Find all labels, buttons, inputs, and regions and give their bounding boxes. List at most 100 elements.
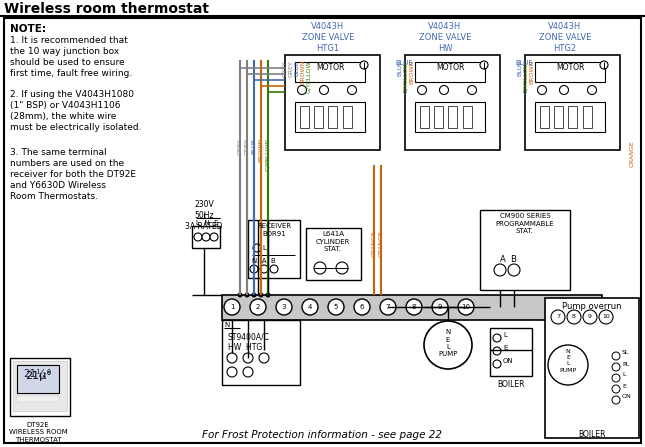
Bar bbox=[415, 62, 485, 82]
Text: 4: 4 bbox=[308, 304, 312, 310]
Text: BLUE: BLUE bbox=[517, 60, 522, 76]
Circle shape bbox=[336, 262, 348, 274]
Text: MOTOR: MOTOR bbox=[556, 63, 584, 72]
Circle shape bbox=[612, 385, 620, 393]
Text: G/YELLOW: G/YELLOW bbox=[266, 138, 270, 171]
Circle shape bbox=[599, 310, 613, 324]
Circle shape bbox=[439, 85, 448, 94]
Text: L: L bbox=[622, 372, 626, 378]
Text: BLUE: BLUE bbox=[515, 60, 533, 66]
Text: 230V
50Hz
3A RATED: 230V 50Hz 3A RATED bbox=[185, 200, 223, 231]
Bar bbox=[434, 106, 443, 128]
Text: CM900 SERIES
PROGRAMMABLE
STAT.: CM900 SERIES PROGRAMMABLE STAT. bbox=[496, 213, 554, 234]
Text: GREY: GREY bbox=[244, 138, 250, 155]
Bar bbox=[535, 102, 605, 132]
Bar bbox=[583, 106, 592, 128]
Bar bbox=[540, 106, 549, 128]
Text: 2: 2 bbox=[256, 304, 260, 310]
Bar bbox=[568, 106, 577, 128]
Circle shape bbox=[567, 310, 581, 324]
Bar bbox=[463, 106, 472, 128]
Bar bbox=[13, 361, 67, 411]
Text: 3: 3 bbox=[282, 304, 286, 310]
Circle shape bbox=[314, 262, 326, 274]
Circle shape bbox=[508, 264, 520, 276]
Circle shape bbox=[354, 299, 370, 315]
Bar bbox=[300, 106, 309, 128]
Text: 8: 8 bbox=[412, 304, 416, 310]
Circle shape bbox=[360, 61, 368, 69]
Circle shape bbox=[588, 85, 597, 94]
Circle shape bbox=[468, 85, 477, 94]
Text: N: N bbox=[224, 322, 229, 328]
Circle shape bbox=[348, 85, 357, 94]
Circle shape bbox=[252, 292, 257, 298]
Circle shape bbox=[432, 299, 448, 315]
Circle shape bbox=[319, 85, 328, 94]
Circle shape bbox=[259, 353, 269, 363]
Circle shape bbox=[612, 396, 620, 404]
Circle shape bbox=[244, 292, 250, 298]
Text: BROWN: BROWN bbox=[259, 138, 264, 162]
Text: 2. If using the V4043H1080
(1" BSP) or V4043H1106
(28mm), the white wire
must be: 2. If using the V4043H1080 (1" BSP) or V… bbox=[10, 90, 141, 132]
Circle shape bbox=[297, 85, 306, 94]
Circle shape bbox=[227, 367, 237, 377]
Text: PL: PL bbox=[622, 362, 629, 367]
Text: ORANGE: ORANGE bbox=[379, 230, 384, 257]
Circle shape bbox=[424, 321, 472, 369]
Text: 7: 7 bbox=[386, 304, 390, 310]
Text: E: E bbox=[503, 345, 508, 351]
Bar bbox=[192, 226, 220, 248]
Text: NOTE:: NOTE: bbox=[10, 24, 46, 34]
Text: L  N  E: L N E bbox=[196, 220, 219, 226]
Circle shape bbox=[250, 299, 266, 315]
Bar bbox=[295, 62, 365, 82]
Circle shape bbox=[537, 85, 546, 94]
Text: ON: ON bbox=[503, 358, 513, 364]
Bar bbox=[554, 106, 563, 128]
Bar bbox=[448, 106, 457, 128]
Bar bbox=[420, 106, 429, 128]
Text: 9: 9 bbox=[588, 315, 592, 320]
Text: ST9400A/C: ST9400A/C bbox=[228, 332, 270, 341]
Circle shape bbox=[276, 299, 292, 315]
Bar bbox=[545, 298, 639, 438]
Bar bbox=[480, 210, 570, 290]
Text: BROWN: BROWN bbox=[301, 60, 306, 84]
Circle shape bbox=[194, 233, 202, 241]
Circle shape bbox=[302, 299, 318, 315]
Text: BLUE: BLUE bbox=[397, 60, 402, 76]
Text: BLUE: BLUE bbox=[252, 138, 257, 154]
Circle shape bbox=[210, 233, 218, 241]
Text: BOILER: BOILER bbox=[497, 380, 525, 389]
Text: N
E
L
PUMP: N E L PUMP bbox=[439, 329, 458, 358]
Text: Pump overrun: Pump overrun bbox=[562, 302, 622, 311]
Circle shape bbox=[260, 265, 268, 273]
Circle shape bbox=[612, 374, 620, 382]
Circle shape bbox=[551, 310, 565, 324]
Text: HW  HTG: HW HTG bbox=[228, 343, 263, 352]
Text: G/YELLOW: G/YELLOW bbox=[306, 60, 312, 93]
Text: G/YELLOW: G/YELLOW bbox=[524, 60, 528, 93]
Text: Wireless room thermostat: Wireless room thermostat bbox=[4, 2, 209, 16]
Text: DT92E
WIRELESS ROOM
THERMOSTAT: DT92E WIRELESS ROOM THERMOSTAT bbox=[8, 422, 67, 443]
Text: A  B: A B bbox=[500, 255, 517, 264]
Text: BROWN: BROWN bbox=[410, 60, 415, 84]
Circle shape bbox=[493, 347, 501, 355]
Text: 21½°: 21½° bbox=[24, 369, 52, 379]
Circle shape bbox=[612, 352, 620, 360]
Circle shape bbox=[480, 61, 488, 69]
Bar bbox=[405, 55, 500, 150]
Text: N
E
L
PUMP: N E L PUMP bbox=[559, 349, 577, 373]
Text: 8: 8 bbox=[572, 315, 576, 320]
Bar bbox=[17, 365, 59, 393]
Text: L: L bbox=[503, 332, 507, 338]
Circle shape bbox=[493, 360, 501, 368]
Bar bbox=[17, 396, 59, 402]
Circle shape bbox=[237, 292, 243, 298]
Bar bbox=[535, 62, 605, 82]
Circle shape bbox=[493, 334, 501, 342]
Text: GREY: GREY bbox=[283, 60, 288, 77]
Bar bbox=[314, 106, 323, 128]
Text: GREY: GREY bbox=[288, 60, 293, 77]
